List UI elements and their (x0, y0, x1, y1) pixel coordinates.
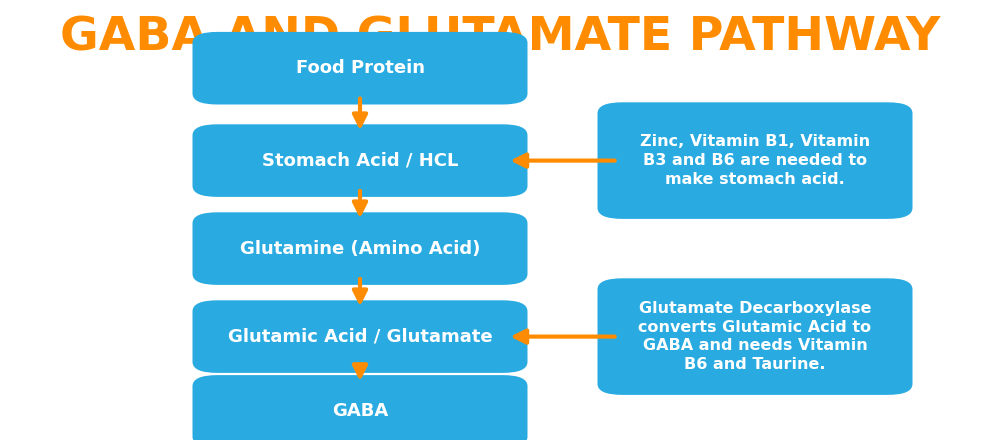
FancyBboxPatch shape (192, 300, 528, 373)
FancyBboxPatch shape (192, 124, 528, 197)
Text: GABA: GABA (332, 403, 388, 420)
Text: GABA AND GLUTAMATE PATHWAY: GABA AND GLUTAMATE PATHWAY (60, 15, 940, 60)
Text: Zinc, Vitamin B1, Vitamin
B3 and B6 are needed to
make stomach acid.: Zinc, Vitamin B1, Vitamin B3 and B6 are … (640, 135, 870, 187)
FancyBboxPatch shape (598, 278, 913, 395)
Text: Stomach Acid / HCL: Stomach Acid / HCL (262, 152, 458, 169)
FancyBboxPatch shape (192, 213, 528, 285)
Text: Food Protein: Food Protein (296, 59, 424, 77)
FancyBboxPatch shape (192, 32, 528, 105)
Text: Glutamate Decarboxylase
converts Glutamic Acid to
GABA and needs Vitamin
B6 and : Glutamate Decarboxylase converts Glutami… (638, 301, 872, 372)
Text: Glutamic Acid / Glutamate: Glutamic Acid / Glutamate (228, 328, 492, 345)
FancyBboxPatch shape (192, 375, 528, 440)
FancyBboxPatch shape (598, 102, 913, 219)
Text: Glutamine (Amino Acid): Glutamine (Amino Acid) (240, 240, 480, 257)
